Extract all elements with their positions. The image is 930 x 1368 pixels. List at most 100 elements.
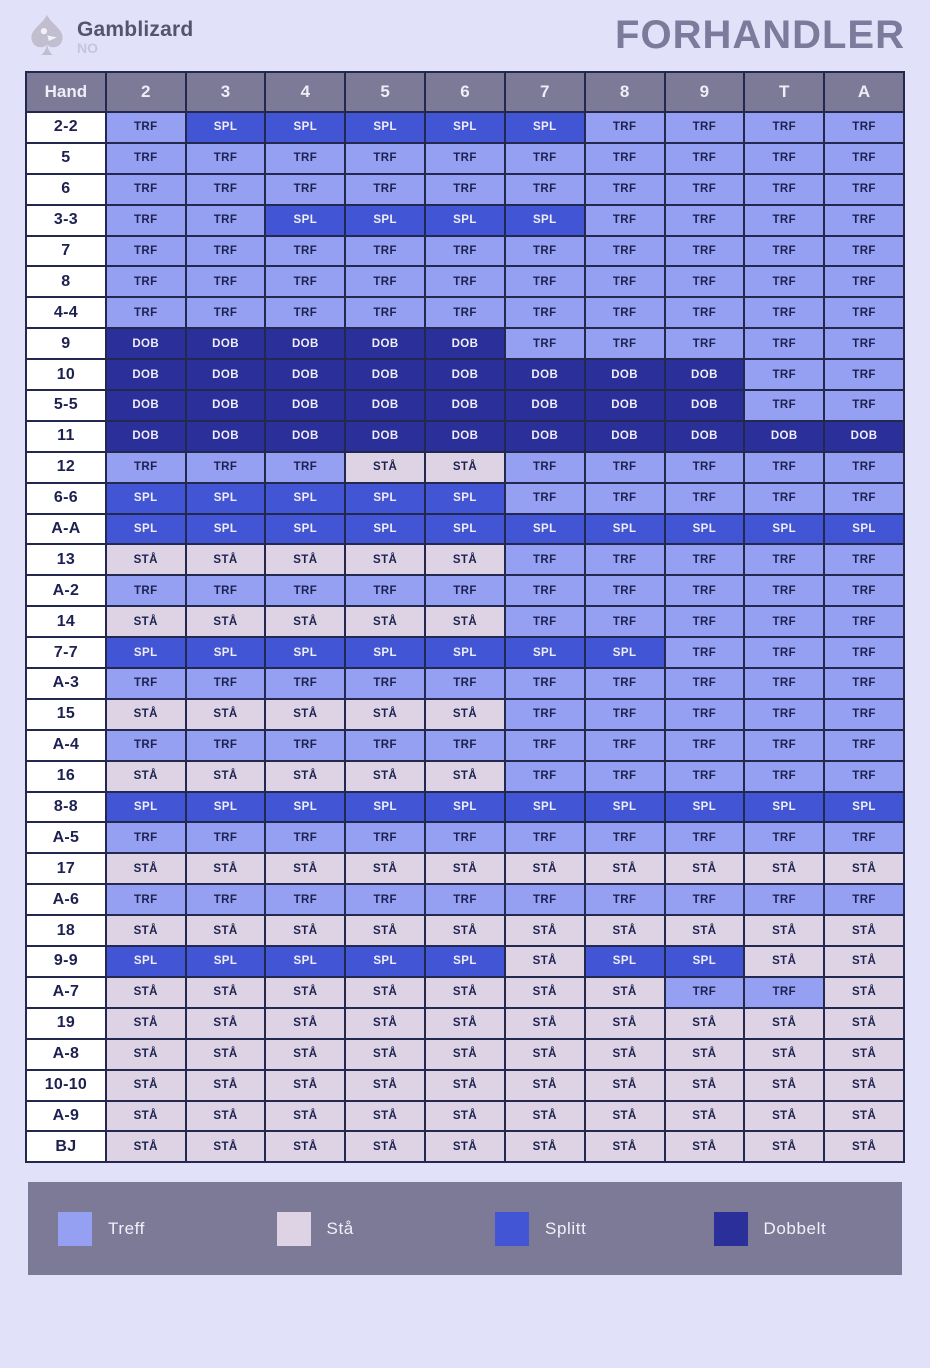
strategy-cell: STÅ: [424, 450, 506, 484]
strategy-cell: STÅ: [823, 852, 905, 886]
strategy-cell: SPL: [264, 203, 347, 237]
strategy-cell: TRF: [583, 327, 666, 361]
dealer-card-header: 8: [583, 71, 666, 113]
table-row: 6 TRF TRF TRF TRF TRF TRF TRF TRF TRF TRF: [25, 172, 905, 206]
strategy-cell: STÅ: [264, 1068, 347, 1102]
strategy-cell: TRF: [344, 883, 427, 917]
strategy-cell: STÅ: [344, 605, 427, 639]
strategy-cell: DOB: [264, 419, 347, 453]
strategy-cell: STÅ: [503, 1037, 586, 1071]
strategy-cell: TRF: [503, 574, 586, 608]
strategy-cell: TRF: [743, 389, 826, 422]
strategy-cell: TRF: [104, 111, 187, 144]
strategy-cell: STÅ: [104, 543, 187, 577]
strategy-cell: TRF: [104, 728, 187, 762]
strategy-cell: TRF: [104, 172, 187, 206]
strategy-cell: SPL: [663, 512, 746, 546]
strategy-cell: TRF: [424, 728, 506, 762]
strategy-cell: TRF: [823, 697, 905, 731]
strategy-cell: STÅ: [344, 852, 427, 886]
hand-label: A-A: [25, 512, 107, 546]
strategy-cell: SPL: [344, 636, 427, 670]
table-row: 12 TRF TRF TRF STÅ STÅ TRF TRF TRF TRF TRF: [25, 450, 905, 484]
strategy-cell: TRF: [743, 759, 826, 793]
strategy-cell: STÅ: [743, 1099, 826, 1133]
strategy-cell: TRF: [823, 327, 905, 361]
strategy-cell: DOB: [424, 327, 506, 361]
strategy-cell: TRF: [663, 327, 746, 361]
strategy-cell: STÅ: [823, 1068, 905, 1102]
strategy-cell: TRF: [663, 543, 746, 577]
hand-label: 10-10: [25, 1068, 107, 1102]
strategy-cell: TRF: [823, 667, 905, 700]
strategy-cell: STÅ: [424, 914, 506, 948]
strategy-cell: STÅ: [424, 1099, 506, 1133]
strategy-cell: TRF: [503, 327, 586, 361]
strategy-cell: TRF: [184, 667, 267, 700]
strategy-cell: DOB: [264, 358, 347, 392]
strategy-cell: STÅ: [503, 1068, 586, 1102]
strategy-cell: TRF: [104, 821, 187, 855]
strategy-cell: STÅ: [663, 1037, 746, 1071]
strategy-cell: STÅ: [743, 1068, 826, 1102]
strategy-cell: TRF: [583, 543, 666, 577]
strategy-cell: TRF: [743, 172, 826, 206]
strategy-cell: TRF: [503, 234, 586, 268]
strategy-cell: TRF: [503, 481, 586, 515]
strategy-cell: DOB: [264, 327, 347, 361]
strategy-cell: SPL: [583, 512, 666, 546]
strategy-cell: STÅ: [424, 975, 506, 1009]
table-row: 3-3 TRF TRF SPL SPL SPL SPL TRF TRF TRF TRF: [25, 203, 905, 237]
strategy-cell: TRF: [583, 141, 666, 175]
strategy-cell: STÅ: [424, 1037, 506, 1071]
strategy-cell: DOB: [424, 389, 506, 422]
table-row: 6-6 SPL SPL SPL SPL SPL TRF TRF TRF TRF TRF: [25, 481, 905, 515]
strategy-cell: SPL: [104, 636, 187, 670]
strategy-cell: SPL: [264, 481, 347, 515]
hand-label: 6: [25, 172, 107, 206]
strategy-cell: STÅ: [583, 975, 666, 1009]
strategy-cell: STÅ: [823, 975, 905, 1009]
dealer-card-header: 5: [344, 71, 427, 113]
strategy-cell: STÅ: [184, 697, 267, 731]
strategy-cell: TRF: [503, 667, 586, 700]
strategy-cell: TRF: [344, 821, 427, 855]
strategy-cell: STÅ: [583, 1006, 666, 1040]
strategy-cell: TRF: [823, 296, 905, 330]
strategy-cell: SPL: [424, 790, 506, 824]
hand-label: 4-4: [25, 296, 107, 330]
dealer-card-header: A: [823, 71, 905, 113]
strategy-cell: DOB: [104, 389, 187, 422]
strategy-cell: TRF: [663, 759, 746, 793]
strategy-cell: TRF: [184, 728, 267, 762]
strategy-cell: STÅ: [184, 914, 267, 948]
strategy-cell: TRF: [743, 450, 826, 484]
strategy-cell: STÅ: [424, 543, 506, 577]
strategy-cell: TRF: [344, 296, 427, 330]
table-row: 2-2 TRF SPL SPL SPL SPL SPL TRF TRF TRF TRF: [25, 111, 905, 144]
strategy-cell: TRF: [264, 574, 347, 608]
strategy-cell: TRF: [583, 667, 666, 700]
strategy-cell: TRF: [583, 296, 666, 330]
strategy-cell: DOB: [503, 358, 586, 392]
strategy-cell: STÅ: [743, 945, 826, 978]
legend-item: Splitt: [465, 1211, 684, 1246]
strategy-cell: STÅ: [583, 852, 666, 886]
strategy-cell: TRF: [104, 667, 187, 700]
strategy-cell: SPL: [583, 636, 666, 670]
strategy-cell: TRF: [823, 172, 905, 206]
strategy-cell: STÅ: [264, 543, 347, 577]
table-row: BJ STÅ STÅ STÅ STÅ STÅ STÅ STÅ STÅ STÅ STÅ: [25, 1130, 905, 1164]
strategy-cell: TRF: [823, 481, 905, 515]
strategy-cell: TRF: [264, 728, 347, 762]
strategy-cell: TRF: [823, 111, 905, 144]
strategy-cell: STÅ: [503, 1130, 586, 1164]
hand-label: A-2: [25, 574, 107, 608]
strategy-cell: STÅ: [104, 1068, 187, 1102]
dealer-card-header: 4: [264, 71, 347, 113]
strategy-cell: DOB: [583, 358, 666, 392]
hand-label: 7: [25, 234, 107, 268]
strategy-cell: STÅ: [424, 697, 506, 731]
strategy-cell: SPL: [104, 481, 187, 515]
table-row: 10-10 STÅ STÅ STÅ STÅ STÅ STÅ STÅ STÅ STÅ STÅ: [25, 1068, 905, 1102]
